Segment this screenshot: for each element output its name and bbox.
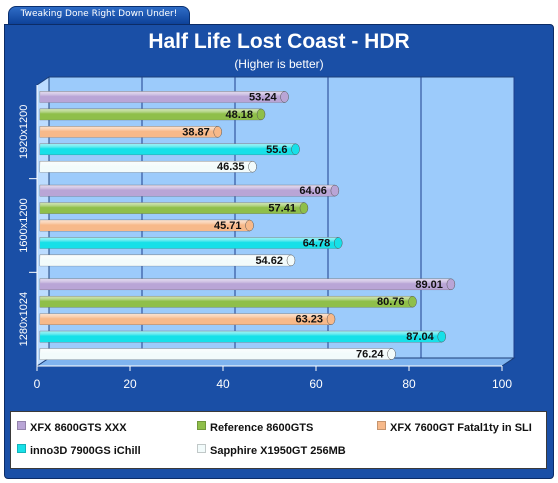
legend-swatch — [377, 421, 386, 430]
x-tick-label: 40 — [216, 377, 230, 391]
bar-value-label: 64.78 — [303, 237, 331, 249]
bar-value-label: 57.41 — [268, 203, 296, 215]
bar-value-label: 64.06 — [299, 185, 327, 197]
bar-highlight — [40, 331, 442, 343]
bar-highlight — [40, 185, 335, 197]
legend-item: Sapphire X1950GT 256MB — [197, 444, 346, 457]
bar-cap — [213, 126, 222, 138]
bar-value-label: 38.87 — [182, 126, 210, 138]
legend-label: Reference 8600GTS — [210, 422, 314, 434]
bar-value-label: 80.76 — [377, 296, 405, 308]
bar-value-label: 48.18 — [226, 109, 254, 121]
plot-area: 1920x1200 1600x1200 1280x1024 53.24 64.06 89.… — [15, 76, 516, 391]
header-tab-text: Tweaking Done Right Down Under! — [20, 9, 178, 19]
legend-label: XFX 7600GT Fatal1ty in SLI — [390, 422, 532, 434]
bar-cap — [330, 184, 340, 197]
legend: XFX 8600GTS XXX Reference 8600GTS XFX 7600… — [10, 411, 547, 469]
x-tick-label: 0 — [34, 377, 41, 391]
legend-item: Reference 8600GTS — [197, 421, 313, 434]
legend-label: XFX 8600GTS XXX — [30, 422, 127, 434]
legend-label: inno3D 7900GS iChill — [30, 445, 141, 457]
bar-cap — [437, 330, 446, 343]
x-tick-label: 20 — [123, 377, 137, 391]
bar-cap — [326, 313, 336, 325]
x-tick-label: 60 — [309, 377, 323, 391]
bar-highlight — [40, 126, 218, 138]
header-tab: Tweaking Done Right Down Under! — [8, 6, 190, 25]
bar-highlight — [40, 313, 332, 325]
legend-item: XFX 7600GT Fatal1ty in SLI — [377, 421, 532, 434]
bar-value-label: 53.24 — [249, 91, 277, 103]
bar-cap — [408, 295, 417, 308]
legend-item: XFX 8600GTS XXX — [17, 421, 127, 434]
bar-highlight — [40, 237, 339, 249]
bar-cap — [248, 160, 257, 173]
category-label: 1600x1200 — [18, 198, 30, 252]
category-label: 1920x1200 — [18, 105, 30, 159]
legend-swatch — [17, 444, 26, 453]
bar-cap — [245, 219, 254, 232]
bar-highlight — [40, 220, 250, 231]
bar-highlight — [40, 108, 262, 120]
bar-value-label: 46.35 — [217, 161, 245, 173]
chart-title: Half Life Lost Coast - HDR — [148, 30, 410, 53]
legend-item: inno3D 7900GS iChill — [17, 444, 141, 457]
bar-highlight — [40, 161, 253, 173]
x-tick-label: 100 — [492, 377, 512, 391]
bar-cap — [387, 348, 396, 360]
bar-cap — [280, 91, 289, 103]
legend-label: Sapphire X1950GT 256MB — [210, 445, 346, 457]
bar-highlight — [40, 348, 392, 360]
bar-value-label: 45.71 — [214, 220, 242, 232]
bar-highlight — [40, 278, 451, 290]
bar-value-label: 76.24 — [356, 349, 384, 361]
bar-value-label: 55.6 — [266, 144, 287, 156]
bar-highlight — [40, 296, 413, 308]
bar-value-label: 89.01 — [415, 279, 443, 291]
legend-swatch — [197, 444, 206, 453]
bar-value-label: 63.23 — [295, 314, 323, 326]
bar-value-label: 87.04 — [406, 331, 434, 343]
bar-highlight — [40, 254, 291, 266]
category-label: 1280x1024 — [18, 292, 30, 346]
bar-cap — [286, 254, 296, 267]
bar-cap — [291, 143, 300, 156]
bar-value-label: 54.62 — [255, 255, 283, 267]
chart-subtitle: (Higher is better) — [234, 57, 324, 71]
bar-cap — [333, 237, 343, 249]
bar-highlight — [40, 202, 304, 214]
bar-cap — [299, 202, 309, 214]
bar-cap — [256, 108, 266, 121]
bar-highlight — [40, 143, 296, 155]
legend-swatch — [197, 421, 206, 430]
legend-swatch — [17, 421, 26, 430]
bar-cap — [446, 278, 456, 291]
y-axis-strip — [15, 85, 37, 366]
bar-highlight — [40, 91, 285, 103]
x-tick-label: 80 — [402, 377, 416, 391]
